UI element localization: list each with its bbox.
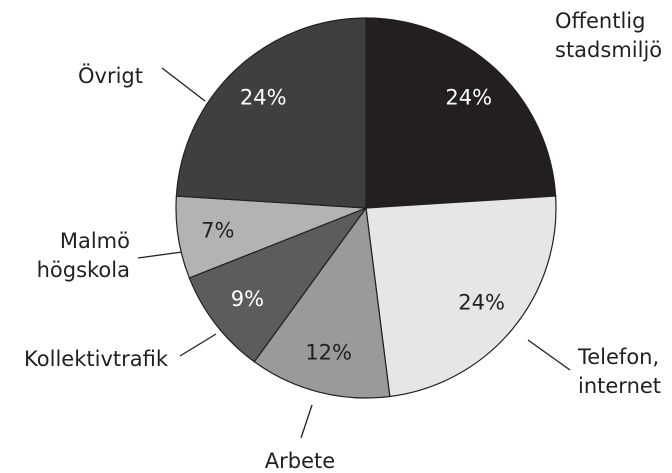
pie-slice	[365, 195, 557, 398]
category-label: Övrigt	[78, 63, 143, 88]
category-label: Kollektivtrafik	[24, 347, 169, 371]
leader-line	[300, 404, 313, 439]
pie-slice	[365, 17, 557, 209]
value-label: 24%	[458, 291, 505, 315]
value-label: 9%	[231, 287, 264, 311]
pie-slice	[188, 206, 368, 363]
leader-line	[161, 67, 206, 102]
value-label: 24%	[240, 86, 287, 110]
category-label: Arbete	[265, 449, 335, 473]
leader-line	[179, 333, 217, 357]
value-label: 7%	[201, 218, 234, 242]
leader-line	[527, 339, 571, 371]
pie-slice	[175, 17, 367, 209]
leader-line	[137, 251, 183, 259]
category-label: Offentlig stadsmiljö	[555, 9, 662, 62]
category-label: Malmö högskola	[37, 229, 130, 282]
category-label: Telefon, internet	[577, 345, 661, 398]
pie-slice	[253, 206, 391, 399]
value-label: 12%	[305, 340, 352, 364]
value-label: 24%	[445, 86, 492, 110]
